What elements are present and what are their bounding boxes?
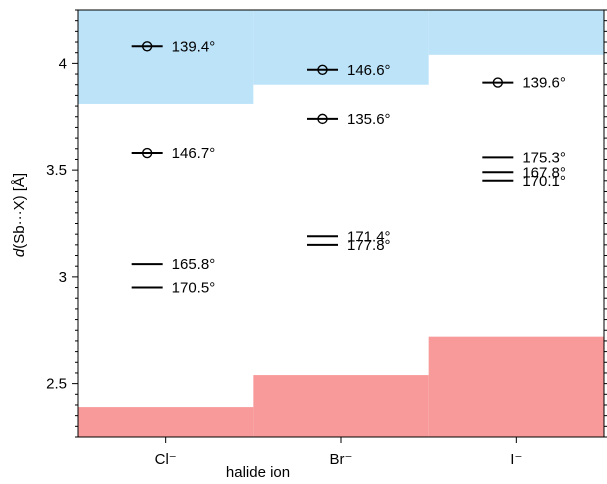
- angle-label-5: 135.6°: [347, 111, 391, 128]
- marker-circle-8: [492, 77, 504, 88]
- x-tick-label: I⁻: [510, 451, 522, 468]
- x-axis-label: halide ion: [226, 464, 290, 481]
- lower-region-2: [428, 336, 604, 437]
- angle-label-7: 177.8°: [347, 237, 391, 254]
- angle-label-6: 171.4°: [347, 228, 391, 245]
- y-tick-label: 3.5: [46, 162, 67, 179]
- y-axis-label-unit: (Sb···X) [Å]: [11, 173, 28, 249]
- y-axis-label-symbol: d: [11, 248, 28, 257]
- marker-circle-4: [317, 64, 328, 75]
- angle-label-8: 139.6°: [522, 75, 566, 92]
- lower-region-0: [78, 407, 254, 437]
- upper-region-2: [428, 10, 604, 55]
- marker-circle-1: [141, 147, 153, 159]
- marker-circle-0: [141, 41, 153, 52]
- angle-label-3: 170.5°: [172, 280, 216, 297]
- angle-label-1: 146.7°: [172, 145, 216, 162]
- angle-label-9: 175.3°: [522, 149, 566, 166]
- angle-label-10: 167.8°: [522, 164, 566, 181]
- upper-region-0: [78, 10, 254, 104]
- y-tick-label: 3: [59, 269, 67, 286]
- angle-label-4: 146.6°: [347, 62, 391, 79]
- x-tick-label: Br⁻: [330, 451, 353, 468]
- upper-region-1: [253, 10, 429, 85]
- angle-label-0: 139.4°: [172, 38, 216, 55]
- x-tick-label: Cl⁻: [155, 451, 177, 468]
- y-axis-label: d(Sb···X) [Å]: [11, 173, 28, 257]
- angle-label-11: 170.1°: [522, 173, 566, 190]
- marker-circle-5: [317, 113, 328, 125]
- lower-region-1: [253, 375, 429, 437]
- angle-label-2: 165.8°: [172, 256, 216, 273]
- y-tick-label: 2.5: [46, 376, 67, 393]
- y-tick-label: 4: [59, 55, 67, 72]
